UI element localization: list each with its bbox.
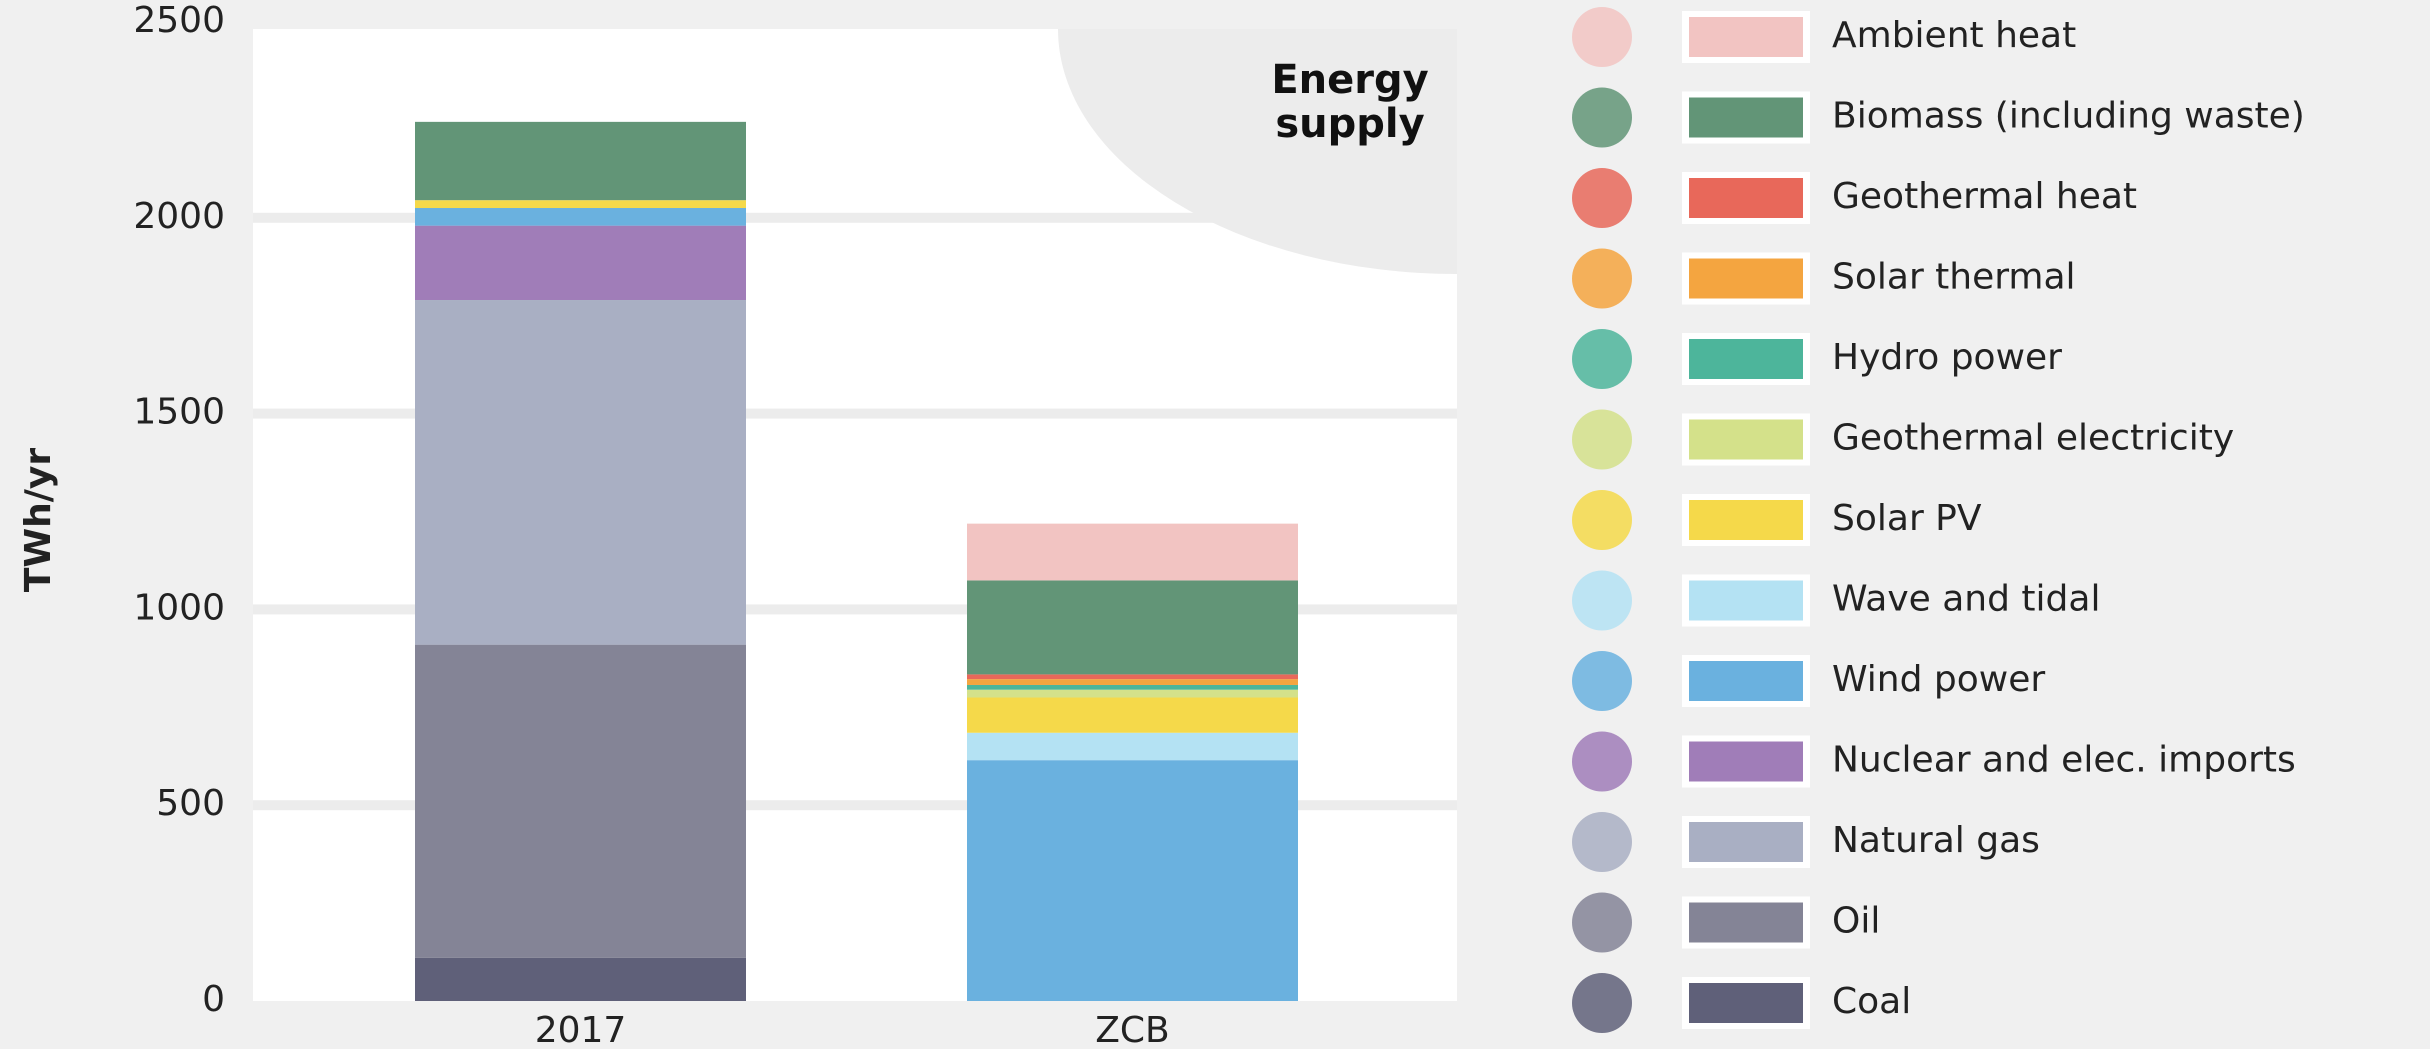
legend-label: Coal <box>1832 981 1911 1022</box>
legend-swatch <box>1689 983 1803 1023</box>
legend-icon <box>1572 651 1632 711</box>
y-tick-label: 2000 <box>133 196 225 237</box>
legend-swatch <box>1689 419 1803 460</box>
bar-segment <box>415 208 746 226</box>
y-tick-label: 1000 <box>133 587 225 628</box>
legend-icon <box>1572 248 1632 309</box>
title-corner <box>1058 29 1457 274</box>
bar-segment <box>967 697 1298 733</box>
bar-segment <box>415 121 746 201</box>
bar-segment <box>967 689 1298 698</box>
bar-segment <box>415 644 746 958</box>
y-axis-label: TWh/yr <box>18 448 59 593</box>
x-tick-label: 2017 <box>535 1010 627 1049</box>
x-tick-label: ZCB <box>1095 1010 1170 1049</box>
legend-swatch <box>1689 661 1803 701</box>
bar-segment <box>415 300 746 645</box>
y-tick-label: 0 <box>202 979 225 1020</box>
legend-icon <box>1572 570 1632 631</box>
bar-segment <box>415 225 746 301</box>
grid-line <box>253 800 1457 811</box>
legend-swatch <box>1689 822 1803 862</box>
bar-segment <box>967 674 1298 680</box>
legend-icon <box>1572 731 1632 792</box>
legend-swatch <box>1689 178 1803 218</box>
legend-swatch <box>1689 741 1803 782</box>
legend-icon <box>1572 812 1632 872</box>
legend-label: Natural gas <box>1832 820 2040 861</box>
grid-line <box>253 408 1457 419</box>
chart-title: Energy supply <box>1271 57 1429 147</box>
legend-icon <box>1572 329 1632 389</box>
y-tick-label: 500 <box>156 783 225 824</box>
legend-icon <box>1572 87 1632 148</box>
bar-segment <box>967 684 1298 690</box>
legend-icon <box>1572 168 1632 228</box>
legend-label: Wind power <box>1832 659 2045 700</box>
legend-swatch <box>1689 500 1803 540</box>
legend-label: Hydro power <box>1832 337 2062 378</box>
legend-swatch <box>1689 339 1803 379</box>
bar-segment <box>967 580 1298 675</box>
bar-segment <box>967 732 1298 761</box>
legend-label: Geothermal electricity <box>1832 418 2234 459</box>
y-tick-label: 2500 <box>133 0 225 41</box>
legend-swatch <box>1689 97 1803 138</box>
legend-label: Geothermal heat <box>1832 176 2137 217</box>
legend-icon <box>1572 7 1632 67</box>
y-tick-label: 1500 <box>133 392 225 433</box>
grid-line <box>253 212 1457 223</box>
legend-label: Ambient heat <box>1832 15 2076 56</box>
bar-segment <box>967 679 1298 685</box>
bar-segment <box>967 523 1298 581</box>
legend-swatch <box>1689 902 1803 943</box>
legend-swatch <box>1689 580 1803 621</box>
bar-segment <box>415 200 746 209</box>
bar-segment <box>415 957 746 1001</box>
grid-line <box>253 604 1457 615</box>
legend-icon <box>1572 973 1632 1033</box>
legend-icon <box>1572 490 1632 550</box>
legend-icon <box>1572 892 1632 953</box>
legend-label: Solar thermal <box>1832 257 2076 298</box>
legend-label: Nuclear and elec. imports <box>1832 740 2296 781</box>
legend-label: Oil <box>1832 901 1880 942</box>
legend-label: Biomass (including waste) <box>1832 96 2305 137</box>
bar-segment <box>967 760 1298 1001</box>
legend-icon <box>1572 409 1632 470</box>
legend-swatch <box>1689 17 1803 57</box>
legend-swatch <box>1689 258 1803 299</box>
legend-label: Wave and tidal <box>1832 579 2100 620</box>
legend-label: Solar PV <box>1832 498 1982 539</box>
